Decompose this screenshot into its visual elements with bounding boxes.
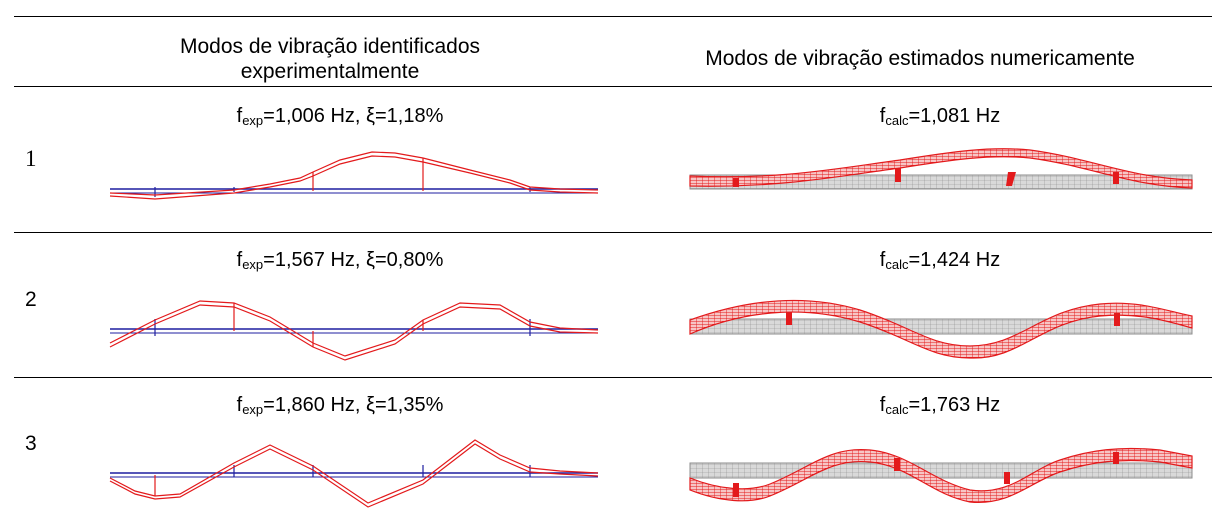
table-top-rule (14, 16, 1212, 17)
header-numerical: Modos de vibração estimados numericament… (705, 47, 1135, 70)
table-header-rule (14, 86, 1212, 87)
header-experimental: Modos de vibração identificados experime… (179, 35, 480, 83)
row-2-bottom-rule (14, 377, 1212, 378)
row-1-numerical-frequency: fcalc=1,081 Hz (879, 105, 1001, 128)
row-1-bottom-rule (14, 232, 1212, 233)
row-2-label: 2 (25, 288, 37, 311)
row-2-experimental-frequency: fexp=1,567 Hz, ξ=0,80% (236, 249, 444, 272)
row-1-label: 1 (25, 146, 37, 171)
row-3-experimental-frequency: fexp=1,860 Hz, ξ=1,35% (236, 394, 444, 417)
row-3-numerical-frequency: fcalc=1,763 Hz (879, 394, 1001, 417)
row-2-numerical-frequency: fcalc=1,424 Hz (879, 249, 1001, 272)
row-1-experimental-frequency: fexp=1,006 Hz, ξ=1,18% (236, 105, 444, 128)
row-3-label: 3 (25, 432, 37, 455)
